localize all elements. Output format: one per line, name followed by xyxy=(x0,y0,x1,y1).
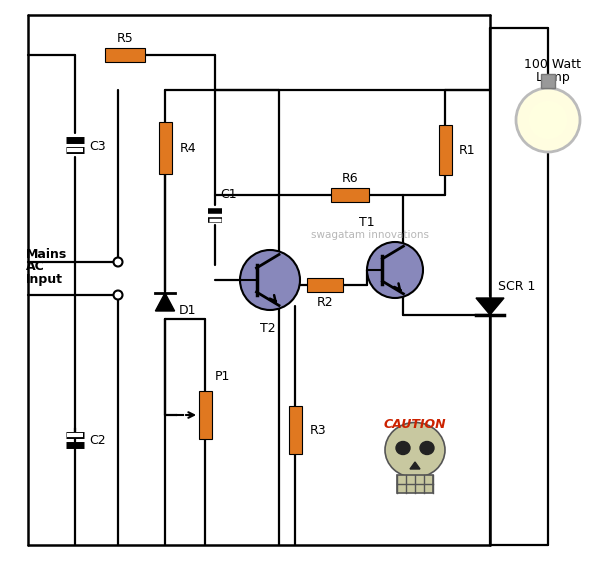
Circle shape xyxy=(516,88,580,152)
Text: D1: D1 xyxy=(179,304,197,316)
Text: SCR 1: SCR 1 xyxy=(498,281,535,294)
Text: P1: P1 xyxy=(215,370,230,384)
Bar xyxy=(307,278,343,292)
Circle shape xyxy=(529,101,567,139)
Bar xyxy=(331,188,369,202)
Text: CAUTION: CAUTION xyxy=(383,419,446,431)
Bar xyxy=(439,125,452,175)
Text: R1: R1 xyxy=(459,143,476,157)
Circle shape xyxy=(113,257,122,267)
Ellipse shape xyxy=(396,441,410,454)
Text: R6: R6 xyxy=(341,172,358,185)
Circle shape xyxy=(113,290,122,300)
Text: C2: C2 xyxy=(89,434,106,446)
Text: Mains: Mains xyxy=(26,248,67,260)
Polygon shape xyxy=(476,298,504,315)
Text: C3: C3 xyxy=(89,141,106,153)
Circle shape xyxy=(367,242,423,298)
Text: R3: R3 xyxy=(310,423,326,437)
Bar xyxy=(289,406,302,454)
Text: R5: R5 xyxy=(116,32,133,46)
Text: AC: AC xyxy=(26,260,45,274)
Text: 100 Watt: 100 Watt xyxy=(524,59,581,71)
Text: Input: Input xyxy=(26,274,63,286)
Polygon shape xyxy=(410,462,420,469)
Text: R4: R4 xyxy=(180,142,197,154)
Bar xyxy=(105,48,145,62)
Text: Lamp: Lamp xyxy=(536,71,571,85)
Bar xyxy=(397,475,433,493)
Bar xyxy=(541,74,555,88)
Text: T1: T1 xyxy=(359,215,375,229)
Bar xyxy=(199,391,212,439)
Text: T2: T2 xyxy=(260,321,276,335)
Bar xyxy=(158,122,172,174)
Polygon shape xyxy=(155,293,175,311)
Text: swagatam innovations: swagatam innovations xyxy=(311,230,429,240)
Text: R2: R2 xyxy=(317,297,334,309)
Ellipse shape xyxy=(385,423,445,478)
Text: C1: C1 xyxy=(220,188,236,202)
Circle shape xyxy=(240,250,300,310)
Ellipse shape xyxy=(420,441,434,454)
